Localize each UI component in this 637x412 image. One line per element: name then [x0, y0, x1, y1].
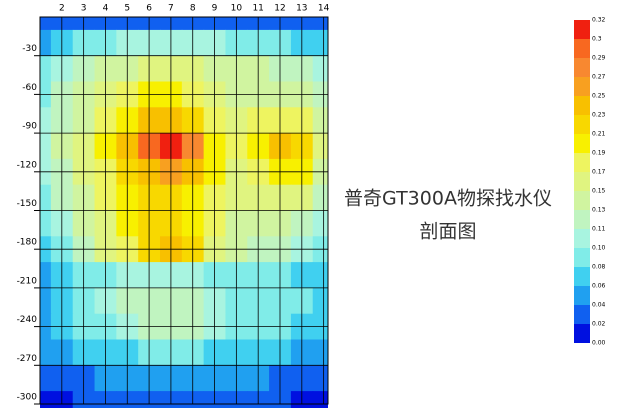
cell [312, 55, 328, 82]
x-tick-label: 13 [296, 4, 307, 14]
colorbar-band [574, 248, 590, 267]
cell [40, 55, 52, 82]
cell [312, 17, 328, 31]
cell [312, 365, 328, 392]
cell [312, 339, 328, 366]
colorbar-label: 0.17 [592, 169, 606, 176]
cell [40, 133, 52, 160]
y-tick-label: -30 [22, 44, 37, 54]
colorbar-label: 0.27 [592, 74, 606, 81]
x-tick-label: 7 [168, 4, 174, 14]
cell [40, 365, 52, 392]
cell [312, 107, 328, 134]
colorbar-label: 0.02 [592, 321, 606, 328]
cell [40, 210, 52, 237]
x-tick-label: 6 [146, 4, 152, 14]
x-tick-label: 11 [252, 4, 263, 14]
y-tick-label: -210 [17, 276, 38, 286]
y-tick-label: -90 [22, 122, 37, 132]
colorbar-label: 0.3 [592, 36, 602, 43]
x-tick-label: 10 [231, 4, 243, 14]
cell [40, 107, 52, 134]
y-tick-label: -150 [17, 199, 38, 209]
colorbar-band [574, 324, 590, 343]
cell [40, 287, 52, 315]
cell [312, 133, 328, 160]
chart-subtitle: 剖面图 [419, 221, 476, 243]
colorbar-label: 0.32 [592, 17, 606, 24]
colorbar-band [574, 229, 590, 248]
colorbar-band [574, 77, 590, 96]
x-tick-label: 5 [124, 4, 130, 14]
cell [40, 184, 52, 211]
plot-frame [39, 16, 329, 405]
x-tick-label: 14 [318, 4, 330, 14]
cell [312, 184, 328, 211]
cell [40, 17, 52, 31]
x-tick-label: 4 [103, 4, 109, 14]
colorbar-band [574, 191, 590, 210]
colorbar-band [574, 286, 590, 305]
colorbar-label: 0.21 [592, 131, 606, 138]
cell [40, 262, 52, 289]
colorbar-band [574, 134, 590, 153]
colorbar-band [574, 210, 590, 229]
colorbar-band [574, 58, 590, 77]
x-tick-label: 9 [212, 4, 218, 14]
colorbar-label: 0.25 [592, 93, 606, 100]
heatmap [40, 17, 328, 408]
colorbar-band [574, 96, 590, 115]
y-tick-label: -240 [17, 315, 38, 325]
y-tick-label: -120 [17, 160, 38, 170]
x-tick-label: 12 [274, 4, 285, 14]
colorbar-label: 0.00 [592, 340, 606, 347]
cell [312, 29, 328, 57]
x-tick-label: 8 [190, 4, 196, 14]
y-tick-label: -270 [17, 354, 38, 364]
colorbar-band [574, 39, 590, 58]
x-tick-label: 2 [59, 4, 65, 14]
colorbar-band [574, 153, 590, 172]
colorbar-label: 0.13 [592, 207, 606, 214]
cell [312, 262, 328, 289]
y-tick-label: -60 [22, 83, 37, 93]
colorbar-band [574, 267, 590, 286]
colorbar-label: 0.29 [592, 55, 606, 62]
colorbar-label: 0.15 [592, 188, 606, 195]
colorbar-label: 0.11 [592, 226, 606, 233]
cell [312, 210, 328, 237]
colorbar-band [574, 20, 590, 39]
x-tick-label: 3 [81, 4, 87, 14]
cell [312, 287, 328, 315]
colorbar-band [574, 305, 590, 324]
overlay: 2 3 4 5 6 7 8 9 10 11 12 13 14 -30 -60 -90 -120 -150 -180 -… [17, 4, 606, 405]
colorbar-label: 0.19 [592, 150, 606, 157]
cell [40, 29, 52, 57]
chart-title: 普奇GT300A物探找水仪 [344, 188, 552, 210]
y-tick-label: -180 [17, 238, 38, 248]
colorbar-band [574, 172, 590, 191]
colorbar-label: 0.06 [592, 283, 606, 290]
colorbar-band [574, 115, 590, 134]
colorbar-label: 0.08 [592, 264, 606, 271]
colorbar-label: 0.04 [592, 302, 606, 309]
cell [40, 391, 52, 408]
colorbar-label: 0.23 [592, 112, 606, 119]
colorbar-label: 0.10 [592, 245, 606, 252]
cell [40, 339, 52, 366]
y-tick-label: -300 [17, 393, 38, 403]
